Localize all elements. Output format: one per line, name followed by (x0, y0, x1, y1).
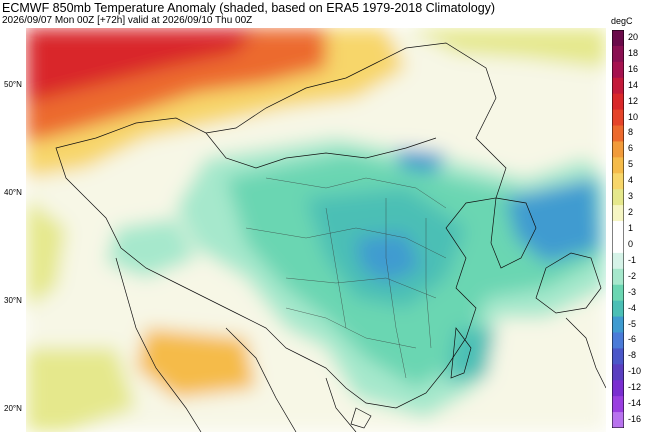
colorbar-tick-label: -12 (628, 382, 642, 393)
colorbar-swatch (612, 157, 624, 174)
colorbar-tick-label: -4 (628, 302, 637, 313)
colorbar-tick-label: 14 (628, 79, 639, 90)
province-borders (245, 177, 447, 379)
colorbar-tick-label: -14 (628, 398, 642, 409)
colorbar-tick-label: -8 (628, 350, 637, 361)
colorbar-swatch (612, 380, 624, 397)
colorbar-tick-label: -3 (628, 286, 637, 297)
colorbar-tick-label: 8 (628, 127, 634, 138)
colorbar-tick-label: 3 (628, 191, 634, 202)
map-subtitle: 2026/09/07 Mon 00Z [+72h] valid at 2026/… (2, 15, 253, 26)
colorbar-tick-label: -10 (628, 366, 642, 377)
colorbar-tick-label: 6 (628, 143, 634, 154)
lat-label-40: 40°N (4, 188, 22, 197)
colorbar-tick-label: -2 (628, 270, 637, 281)
colorbar-swatch (612, 316, 624, 333)
colorbar-swatch (612, 268, 624, 286)
colorbar-swatch (612, 125, 624, 142)
colorbar-tick-label: 18 (628, 47, 639, 58)
colorbar-swatch (612, 77, 624, 95)
colorbar-tick-label: 4 (628, 175, 634, 186)
colorbar-swatch (612, 93, 624, 111)
colorbar-swatch (612, 236, 624, 254)
colorbar-swatch (612, 300, 624, 318)
colorbar-tick-label: -1 (628, 254, 637, 265)
colorbar-tick-label: 0 (628, 238, 634, 249)
map-panel[interactable] (26, 28, 606, 432)
colorbar-tick-label: -5 (628, 318, 637, 329)
lat-label-50: 50°N (4, 80, 22, 89)
colorbar-tick-label: 1 (628, 223, 634, 233)
colorbar-tick-label: 10 (628, 111, 639, 122)
colorbar-swatch (612, 348, 624, 365)
colorbar-swatch (612, 173, 624, 190)
colorbar-swatch (612, 61, 624, 79)
colorbar-tick-label: 2 (628, 207, 634, 218)
anomaly-shading (26, 28, 606, 432)
colorbar-swatch (612, 45, 624, 63)
colorbar-swatch (612, 332, 624, 349)
colorbar-unit: degC (611, 16, 633, 26)
colorbar-tick-label: 12 (628, 95, 639, 106)
colorbar-swatch (612, 189, 624, 206)
colorbar (612, 30, 624, 428)
map-title: ECMWF 850mb Temperature Anomaly (shaded,… (2, 1, 496, 15)
lat-label-20: 20°N (4, 404, 22, 413)
colorbar-swatch (612, 396, 624, 413)
colorbar-frame (612, 30, 624, 428)
colorbar-swatch (612, 205, 624, 222)
political-borders (55, 42, 606, 432)
colorbar-swatch (612, 221, 624, 238)
colorbar-swatch (612, 412, 624, 428)
colorbar-tick-label: 16 (628, 63, 639, 74)
colorbar-tick-label: 20 (628, 31, 639, 42)
colorbar-tick-label: 5 (628, 159, 634, 170)
lat-label-30: 30°N (4, 296, 22, 305)
colorbar-swatch (612, 364, 624, 381)
colorbar-tick-label: -16 (628, 414, 642, 425)
colorbar-tick-label: -6 (628, 334, 637, 345)
colorbar-swatch (612, 141, 624, 158)
colorbar-swatch (612, 284, 624, 302)
colorbar-swatch (612, 109, 624, 127)
colorbar-swatch (612, 252, 624, 270)
colorbar-swatch (612, 30, 624, 47)
